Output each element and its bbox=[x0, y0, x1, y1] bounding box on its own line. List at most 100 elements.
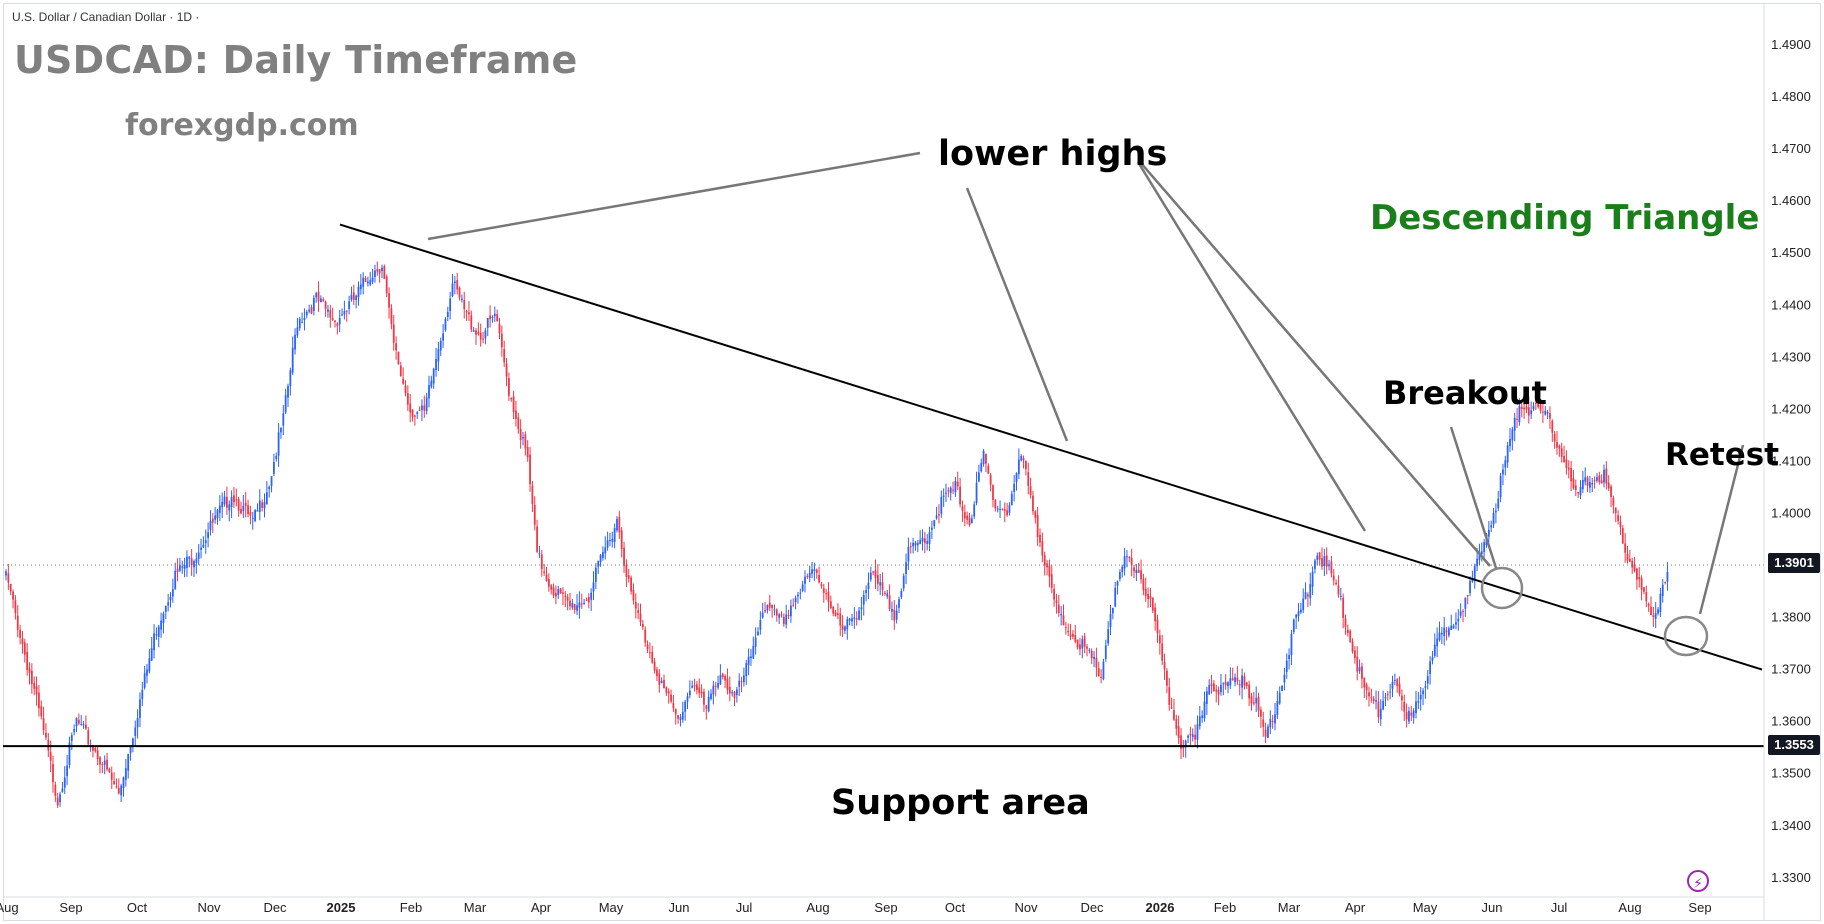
candle-body bbox=[1083, 636, 1086, 647]
candle-body bbox=[449, 298, 452, 312]
candle-body bbox=[1607, 482, 1610, 489]
candle-body bbox=[1537, 400, 1540, 408]
candle-body bbox=[106, 759, 108, 770]
candle-body bbox=[303, 317, 306, 320]
candle-body bbox=[1647, 604, 1650, 606]
candle-body bbox=[1424, 686, 1427, 688]
candle-body bbox=[493, 313, 496, 317]
candle-body bbox=[1072, 633, 1074, 637]
x-tick-label: Jul bbox=[1551, 900, 1568, 915]
candle-body bbox=[978, 472, 980, 482]
candle-body bbox=[1295, 614, 1298, 618]
y-tick-label: 1.4100 bbox=[1771, 453, 1811, 468]
candle-body bbox=[764, 610, 766, 612]
candle-body bbox=[1408, 710, 1410, 722]
support-price-tag: 1.3553 bbox=[1768, 735, 1820, 755]
candle-body bbox=[38, 692, 40, 709]
candle-body bbox=[1116, 581, 1119, 586]
candle-body bbox=[1126, 556, 1128, 558]
candle-body bbox=[442, 333, 444, 341]
candle-body bbox=[35, 686, 38, 695]
candle-body bbox=[512, 396, 515, 413]
candle-body bbox=[597, 560, 600, 567]
candle-body bbox=[1187, 735, 1189, 738]
candle-body bbox=[1436, 638, 1439, 647]
candle-body bbox=[1370, 697, 1373, 699]
candle-body bbox=[1593, 480, 1596, 482]
candle-body bbox=[14, 600, 17, 614]
candle-body bbox=[1426, 676, 1429, 684]
candle-body bbox=[1222, 683, 1225, 685]
candle-body bbox=[750, 656, 752, 659]
candle-body bbox=[1252, 702, 1255, 704]
candle-body bbox=[799, 592, 802, 594]
candle-body bbox=[1455, 622, 1457, 625]
candle-body bbox=[1119, 572, 1121, 580]
candle-body bbox=[1527, 407, 1530, 416]
candle-body bbox=[49, 752, 52, 761]
candle-body bbox=[639, 613, 642, 623]
candle-body bbox=[237, 499, 240, 511]
lightning-bolt-icon[interactable]: ⚡ bbox=[1687, 870, 1709, 892]
candle-body bbox=[211, 518, 214, 523]
candle-body bbox=[1617, 515, 1619, 522]
candle-body bbox=[665, 687, 668, 693]
candle-body bbox=[181, 566, 184, 568]
candle-body bbox=[672, 703, 675, 709]
candle-body bbox=[1464, 597, 1467, 609]
candle-body bbox=[688, 690, 691, 696]
candle-body bbox=[221, 501, 224, 508]
x-tick-label: Feb bbox=[1214, 900, 1236, 915]
candle-body bbox=[771, 604, 773, 609]
candle-body bbox=[1643, 587, 1645, 592]
candle-body bbox=[839, 613, 842, 626]
candle-body bbox=[179, 564, 181, 571]
candle-body bbox=[458, 287, 461, 298]
candle-body bbox=[1469, 580, 1471, 594]
candle-body bbox=[1518, 406, 1521, 423]
candle-body bbox=[855, 618, 858, 620]
candle-body bbox=[453, 281, 456, 284]
candle-body bbox=[670, 694, 672, 702]
candle-body bbox=[1006, 510, 1008, 516]
candle-body bbox=[1034, 511, 1037, 518]
candle-body bbox=[148, 658, 151, 672]
candle-body bbox=[1429, 661, 1431, 674]
candle-body bbox=[1135, 569, 1138, 574]
candle-body bbox=[1603, 469, 1605, 483]
candle-body bbox=[994, 500, 997, 509]
candle-body bbox=[1342, 597, 1345, 618]
candle-body bbox=[338, 317, 341, 325]
candle-body bbox=[590, 592, 593, 600]
candle-body bbox=[1382, 700, 1384, 710]
candle-body bbox=[555, 593, 557, 597]
candle-body bbox=[945, 492, 947, 494]
candle-body bbox=[980, 463, 983, 472]
annotation-breakout: Breakout bbox=[1383, 374, 1547, 412]
candle-body bbox=[1661, 584, 1664, 596]
candle-body bbox=[679, 717, 682, 720]
candle-body bbox=[157, 626, 160, 637]
candle-body bbox=[193, 561, 195, 568]
candle-body bbox=[893, 609, 896, 621]
candle-body bbox=[1013, 483, 1016, 492]
candle-body bbox=[761, 612, 764, 618]
candle-body bbox=[949, 487, 952, 494]
candle-body bbox=[985, 453, 987, 464]
y-tick-label: 1.4000 bbox=[1771, 505, 1811, 520]
candle-body bbox=[1114, 587, 1117, 607]
candle-body bbox=[543, 571, 546, 573]
x-tick-label: Jul bbox=[736, 900, 753, 915]
candle-body bbox=[1379, 708, 1382, 720]
candle-body bbox=[794, 597, 797, 603]
candle-body bbox=[916, 542, 919, 546]
candle-body bbox=[1349, 630, 1352, 643]
candle-body bbox=[374, 270, 376, 277]
candle-body bbox=[1650, 606, 1652, 616]
candle-body bbox=[778, 614, 781, 618]
candle-body bbox=[334, 320, 336, 322]
candle-body bbox=[1577, 491, 1580, 494]
candle-body bbox=[609, 540, 611, 542]
candle-body bbox=[860, 607, 863, 610]
